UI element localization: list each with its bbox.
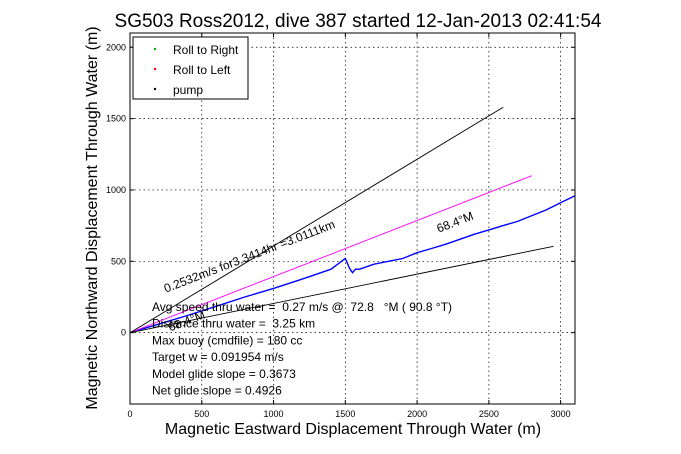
- chart-title: SG503 Ross2012, dive 387 started 12-Jan-…: [115, 11, 602, 32]
- legend-entry: pump: [173, 83, 203, 97]
- grid: [130, 33, 575, 404]
- series-line: [129, 245, 554, 334]
- y-tick-label: 500: [111, 256, 126, 266]
- stats-line: Distance thru water = 3.25 km: [152, 317, 315, 331]
- legend-marker: [153, 47, 157, 51]
- x-tick-label: 500: [194, 409, 209, 419]
- legend-entry: Roll to Left: [173, 63, 231, 77]
- legend-entry: Roll to Right: [173, 43, 239, 57]
- y-tick-label: 1500: [106, 114, 126, 124]
- x-axis: 0 500 1000 1500 2000 2500 3000: [127, 33, 571, 419]
- stats-line: Target w = 0.091954 m/s: [152, 350, 284, 364]
- legend-marker: [153, 87, 157, 91]
- stats-line: Avg speed thru water = 0.27 m/s @ 72.8 °…: [152, 300, 452, 314]
- series-line: [129, 106, 504, 334]
- x-tick-label: 3000: [551, 409, 571, 419]
- x-tick-label: 1500: [335, 409, 355, 419]
- legend-marker: [153, 67, 157, 71]
- y-tick-label: 2000: [106, 42, 126, 52]
- y-tick-label: 1000: [106, 185, 126, 195]
- x-tick-label: 0: [127, 409, 132, 419]
- series-line: [129, 175, 533, 334]
- stats-line: Net glide slope = 0.4926: [152, 384, 282, 398]
- x-tick-label: 2500: [479, 409, 499, 419]
- series-line: [129, 195, 576, 334]
- x-tick-label: 1000: [264, 409, 284, 419]
- stats-box: Avg speed thru water = 0.27 m/s @ 72.8 °…: [152, 300, 452, 398]
- x-axis-label: Magnetic Eastward Displacement Through W…: [165, 421, 541, 438]
- y-axis: 0 500 1000 1500 2000: [106, 42, 575, 338]
- stats-line: Model glide slope = 0.3673: [152, 367, 296, 381]
- stats-line: Max buoy (cmdfile) = 180 cc: [152, 333, 302, 347]
- y-tick-label: 0: [121, 328, 126, 338]
- series-group: [129, 106, 576, 334]
- y-axis-label: Magnetic Northward Displacement Through …: [84, 26, 101, 409]
- legend-box: [132, 36, 249, 100]
- plot-frame: [129, 32, 576, 405]
- x-tick-label: 2000: [407, 409, 427, 419]
- legend: Roll to Right Roll to Left pump: [132, 36, 249, 100]
